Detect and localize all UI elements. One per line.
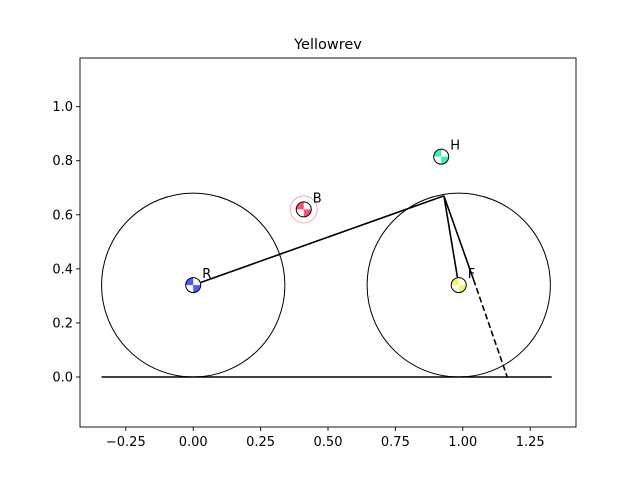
fork-dashed-segment: [472, 279, 509, 378]
y-tick-label: 0.8: [52, 154, 73, 169]
y-tick-label: 0.2: [52, 316, 73, 331]
chart-title: Yellowrev: [293, 37, 362, 53]
point-label: H: [450, 139, 460, 154]
point-label: R: [202, 267, 211, 282]
y-tick-label: 0.0: [52, 370, 73, 385]
x-tick-label: −0.25: [106, 435, 146, 450]
point-halo: [289, 195, 318, 224]
head-to-front-segment: [443, 195, 460, 286]
point-marker-quadrant: [185, 277, 194, 286]
point-marker-outline: [295, 201, 312, 218]
x-tick-label: 0.00: [179, 435, 208, 450]
point-marker-quadrant: [303, 209, 312, 217]
front-wheel: [366, 192, 551, 378]
rear-wheel: [101, 192, 286, 378]
y-tick-label: 0.6: [52, 208, 73, 223]
plot-area: R B H F: [101, 139, 552, 378]
point-marker-quadrant: [193, 285, 201, 293]
point-label: B: [313, 191, 322, 206]
axes-frame: [79, 57, 577, 428]
point-marker-outline: [450, 277, 467, 294]
point-marker-quadrant: [441, 156, 449, 165]
point-b: B: [289, 191, 322, 224]
point-marker-outline: [433, 148, 450, 165]
point-marker-quadrant: [296, 201, 304, 210]
x-tick-label: 0.50: [314, 435, 343, 450]
y-tick-label: 1.0: [52, 100, 73, 115]
x-tick-label: 0.25: [246, 435, 275, 450]
point-label: F: [468, 267, 475, 282]
x-tick-label: 0.75: [381, 435, 410, 450]
point-f: F: [450, 267, 475, 294]
fork-solid-segment: [443, 195, 475, 280]
x-tick-label: 1.00: [448, 435, 477, 450]
point-h: H: [433, 139, 460, 165]
point-marker-quadrant: [458, 285, 467, 293]
point-r: R: [185, 267, 211, 294]
point-marker-outline: [185, 277, 202, 294]
rear-to-head-segment: [192, 195, 445, 286]
y-tick-label: 0.4: [52, 262, 73, 277]
point-marker-quadrant: [433, 149, 442, 157]
point-marker-quadrant: [451, 277, 459, 286]
x-tick-label: 1.25: [516, 435, 545, 450]
axes: −0.25 0.00 0.25 0.50 0.75 1.00 1.25 0.0 0.2 0.4 0.…: [52, 57, 577, 450]
